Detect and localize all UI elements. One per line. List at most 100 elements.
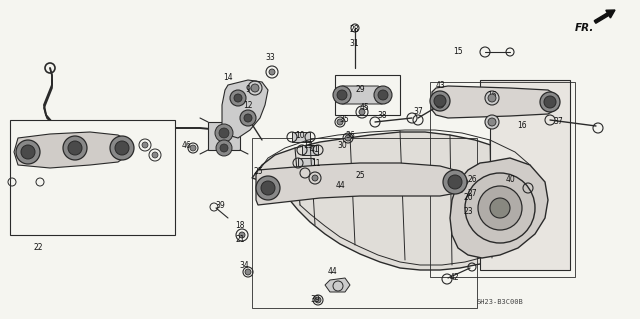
Polygon shape — [252, 132, 548, 270]
Circle shape — [220, 144, 228, 152]
Text: 26: 26 — [467, 175, 477, 184]
Circle shape — [544, 96, 556, 108]
Circle shape — [216, 140, 232, 156]
Text: 36: 36 — [345, 130, 355, 139]
Circle shape — [152, 152, 158, 158]
Text: 15: 15 — [453, 48, 463, 56]
Polygon shape — [256, 163, 468, 205]
Polygon shape — [480, 80, 570, 270]
Text: 17: 17 — [33, 216, 43, 225]
Circle shape — [240, 110, 256, 126]
Polygon shape — [450, 158, 548, 258]
Circle shape — [142, 142, 148, 148]
Bar — [252, 138, 477, 308]
Circle shape — [443, 170, 467, 194]
Text: 23: 23 — [463, 207, 473, 217]
Bar — [430, 82, 575, 277]
Circle shape — [230, 90, 246, 106]
Text: 21: 21 — [236, 235, 244, 244]
Text: 44: 44 — [327, 268, 337, 277]
Text: 39: 39 — [310, 295, 320, 305]
Polygon shape — [325, 278, 350, 292]
Text: 31: 31 — [349, 39, 359, 48]
Polygon shape — [302, 145, 318, 155]
Text: 39: 39 — [215, 202, 225, 211]
Circle shape — [337, 119, 343, 125]
Text: SH23-B3C00B: SH23-B3C00B — [477, 299, 524, 305]
Text: 37: 37 — [413, 108, 423, 116]
Circle shape — [63, 136, 87, 160]
Text: 35: 35 — [339, 115, 349, 124]
Circle shape — [115, 141, 129, 155]
Polygon shape — [432, 86, 558, 118]
Text: 24: 24 — [143, 151, 153, 160]
Text: 43: 43 — [435, 80, 445, 90]
Circle shape — [251, 84, 259, 92]
Text: 45: 45 — [359, 103, 369, 113]
Text: 9: 9 — [246, 85, 250, 94]
Text: 25: 25 — [253, 167, 263, 176]
Circle shape — [378, 90, 388, 100]
Circle shape — [244, 114, 252, 122]
Circle shape — [215, 124, 233, 142]
Circle shape — [465, 173, 535, 243]
Text: 37: 37 — [553, 116, 563, 125]
Circle shape — [374, 86, 392, 104]
Circle shape — [434, 95, 446, 107]
Text: 40: 40 — [505, 174, 515, 183]
Polygon shape — [305, 168, 320, 178]
Text: 25: 25 — [355, 170, 365, 180]
Circle shape — [234, 94, 242, 102]
Text: 19: 19 — [33, 229, 43, 239]
Circle shape — [269, 69, 275, 75]
Circle shape — [490, 198, 510, 218]
Circle shape — [219, 128, 229, 138]
Circle shape — [261, 181, 275, 195]
Text: 46: 46 — [182, 140, 192, 150]
Circle shape — [540, 92, 560, 112]
Text: 29: 29 — [355, 85, 365, 94]
Circle shape — [256, 176, 280, 200]
Text: 44: 44 — [335, 181, 345, 189]
Text: 18: 18 — [236, 220, 244, 229]
Text: 11: 11 — [311, 159, 321, 167]
Text: 30: 30 — [337, 140, 347, 150]
Circle shape — [333, 86, 351, 104]
Text: 13: 13 — [303, 140, 313, 150]
Circle shape — [315, 297, 321, 303]
Circle shape — [488, 118, 496, 126]
Circle shape — [488, 94, 496, 102]
Text: 24: 24 — [82, 132, 92, 142]
Circle shape — [448, 175, 462, 189]
Text: 22: 22 — [33, 243, 43, 253]
Text: 20: 20 — [463, 194, 473, 203]
Circle shape — [345, 135, 351, 141]
Text: 14: 14 — [223, 72, 233, 81]
Text: 27: 27 — [467, 189, 477, 198]
Text: 16: 16 — [517, 121, 527, 130]
Circle shape — [239, 232, 245, 238]
FancyArrow shape — [594, 10, 615, 23]
Circle shape — [359, 109, 365, 115]
Polygon shape — [14, 132, 130, 168]
Bar — [335, 75, 400, 115]
Circle shape — [485, 91, 499, 105]
Text: 34: 34 — [239, 261, 249, 270]
Polygon shape — [292, 132, 310, 142]
Circle shape — [16, 140, 40, 164]
Circle shape — [190, 145, 196, 151]
Circle shape — [430, 91, 450, 111]
Circle shape — [478, 186, 522, 230]
Polygon shape — [340, 86, 388, 104]
Text: FR.: FR. — [575, 23, 595, 33]
Circle shape — [21, 145, 35, 159]
Polygon shape — [208, 122, 240, 150]
Text: 28: 28 — [349, 25, 359, 33]
Circle shape — [337, 90, 347, 100]
Polygon shape — [298, 158, 314, 168]
Polygon shape — [222, 80, 268, 138]
Text: 16: 16 — [487, 91, 497, 100]
Circle shape — [110, 136, 134, 160]
Text: 42: 42 — [449, 273, 459, 283]
Circle shape — [68, 141, 82, 155]
